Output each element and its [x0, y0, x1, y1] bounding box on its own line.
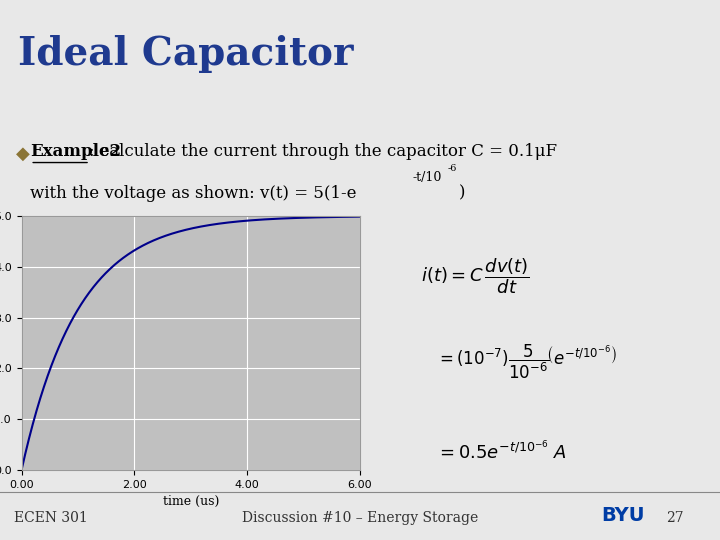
- Text: ◆: ◆: [16, 145, 30, 163]
- Text: : calculate the current through the capacitor C = 0.1μF: : calculate the current through the capa…: [89, 143, 557, 160]
- Text: 27: 27: [667, 511, 684, 525]
- Text: ECEN 301: ECEN 301: [14, 511, 88, 525]
- Text: -6: -6: [447, 164, 456, 173]
- Text: -t/10: -t/10: [413, 172, 442, 185]
- Text: $= (10^{-7})\dfrac{5}{10^{-6}}\!\left(e^{-t/10^{-6}}\right)$: $= (10^{-7})\dfrac{5}{10^{-6}}\!\left(e^…: [436, 343, 617, 381]
- Text: $i(t) = C\,\dfrac{dv(t)}{dt}$: $i(t) = C\,\dfrac{dv(t)}{dt}$: [420, 256, 530, 296]
- Text: Discussion #10 – Energy Storage: Discussion #10 – Energy Storage: [242, 511, 478, 525]
- Text: Ideal Capacitor: Ideal Capacitor: [18, 35, 354, 73]
- Text: BYU: BYU: [601, 506, 644, 525]
- Text: ): ): [459, 185, 466, 202]
- Text: Example2: Example2: [30, 143, 122, 160]
- Text: with the voltage as shown: v(t) = 5(1-e: with the voltage as shown: v(t) = 5(1-e: [30, 185, 356, 202]
- X-axis label: time (us): time (us): [163, 495, 219, 508]
- Text: $= 0.5e^{-t/10^{-6}}\;A$: $= 0.5e^{-t/10^{-6}}\;A$: [436, 440, 566, 464]
